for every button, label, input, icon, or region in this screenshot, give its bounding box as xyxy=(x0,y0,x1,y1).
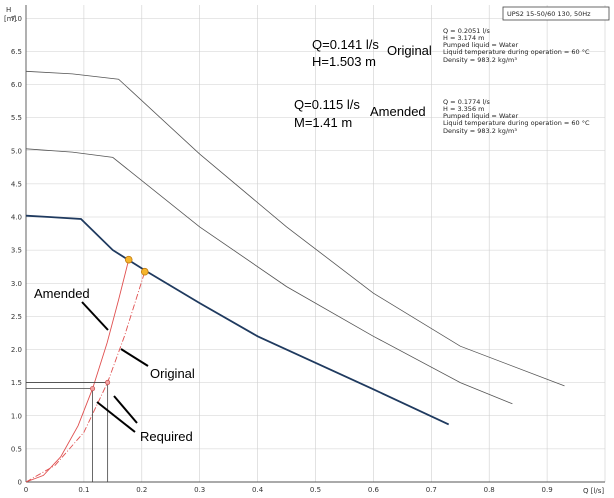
pointer-amended xyxy=(81,301,109,331)
info-original-line-0: Q = 0.2051 l/s xyxy=(443,27,491,35)
y-tick-label: 4.0 xyxy=(11,214,22,222)
pointer-original xyxy=(120,348,149,367)
x-tick-label: 0.9 xyxy=(542,486,553,494)
y-tick-label: 6.0 xyxy=(11,81,22,89)
label-original: Original xyxy=(150,366,195,381)
required-point-required-amended xyxy=(90,386,96,392)
y-axis-unit: [m] xyxy=(4,15,17,23)
chart-title: UPS2 15-50/60 130, 50Hz xyxy=(507,10,591,18)
y-tick-label: 1.5 xyxy=(11,379,22,387)
y-tick-label: 1.0 xyxy=(11,412,22,420)
info-amended-line-0: Q = 0.1774 l/s xyxy=(443,98,491,106)
y-axis-label: H xyxy=(6,6,11,14)
x-tick-label: 0.4 xyxy=(252,486,264,494)
required-point-required-original xyxy=(105,379,111,385)
x-axis-label: Q [l/s] xyxy=(583,487,604,495)
info-original-line-2: Pumped liquid = Water xyxy=(443,41,518,49)
y-tick-label: 0 xyxy=(18,479,22,487)
series-line-system-curve-amended xyxy=(25,259,130,483)
pointer-required-2 xyxy=(113,395,138,424)
info-amended: Q = 0.1774 l/s H = 3.356 m Pumped liquid… xyxy=(443,98,590,135)
y-tick-label: 2.0 xyxy=(11,346,22,354)
info-original-line-4: Density = 983.2 kg/m³ xyxy=(443,56,517,64)
annotation-original-word: Original xyxy=(387,43,432,58)
x-tick-label: 0.6 xyxy=(368,486,380,494)
title-box xyxy=(502,6,610,21)
label-amended: Amended xyxy=(34,286,90,301)
y-tick-label: 6.5 xyxy=(11,48,22,56)
annotation-amended-q: Q=0.115 l/s xyxy=(294,97,360,112)
x-tick-label: 0.3 xyxy=(194,486,205,494)
series-group xyxy=(25,70,565,483)
x-tick-label: 0.5 xyxy=(310,486,321,494)
y-tick-label: 5.0 xyxy=(11,147,22,155)
marks-group xyxy=(26,255,149,482)
info-original-line-3: Liquid temperature during operation = 60… xyxy=(443,48,590,56)
x-tick-label: 0.8 xyxy=(484,486,495,494)
info-amended-line-1: H = 3.356 m xyxy=(443,105,484,113)
y-tick-label: 3.5 xyxy=(11,247,22,255)
y-tick-label: 2.5 xyxy=(11,313,22,321)
y-tick-label: 7.0 xyxy=(11,15,22,23)
y-tick-label: 0.5 xyxy=(11,445,22,453)
info-amended-line-4: Density = 983.2 kg/m³ xyxy=(443,127,517,135)
annotation-original-h: H=1.503 m xyxy=(312,54,376,69)
operating-point-original-duty-point xyxy=(140,267,149,276)
axes: 0 0.1 0.2 0.3 0.4 0.5 0.6 0.7 0.8 0.9 0 0.5 1.0 1.5 2.… xyxy=(11,5,605,494)
series-line-pump-curve-high xyxy=(25,70,565,387)
info-amended-line-2: Pumped liquid = Water xyxy=(443,112,518,120)
y-tick-label: 5.5 xyxy=(11,114,22,122)
annotation-original-q: Q=0.141 l/s xyxy=(312,37,379,52)
annotation-amended-word: Amended xyxy=(370,104,426,119)
series-line-pump-curve-mid xyxy=(25,148,513,405)
info-original: Q = 0.2051 l/s H = 3.174 m Pumped liquid… xyxy=(443,27,590,64)
x-tick-label: 0.7 xyxy=(426,486,437,494)
x-tick-label: 0.2 xyxy=(136,486,147,494)
y-tick-label: 4.5 xyxy=(11,180,22,188)
series-line-system-curve-original xyxy=(25,271,146,483)
series-line-pump-curve-low xyxy=(25,214,450,426)
x-tick-label: 0.1 xyxy=(78,486,89,494)
y-tick-label: 3.0 xyxy=(11,280,22,288)
x-tick-label: 0 xyxy=(24,486,28,494)
annotation-amended-h: M=1.41 m xyxy=(294,115,352,130)
pointer-required-1 xyxy=(96,401,136,433)
label-required: Required xyxy=(140,429,193,444)
info-amended-line-3: Liquid temperature during operation = 60… xyxy=(443,119,590,127)
operating-point-amended-duty-point xyxy=(124,255,133,264)
info-original-line-1: H = 3.174 m xyxy=(443,34,484,42)
